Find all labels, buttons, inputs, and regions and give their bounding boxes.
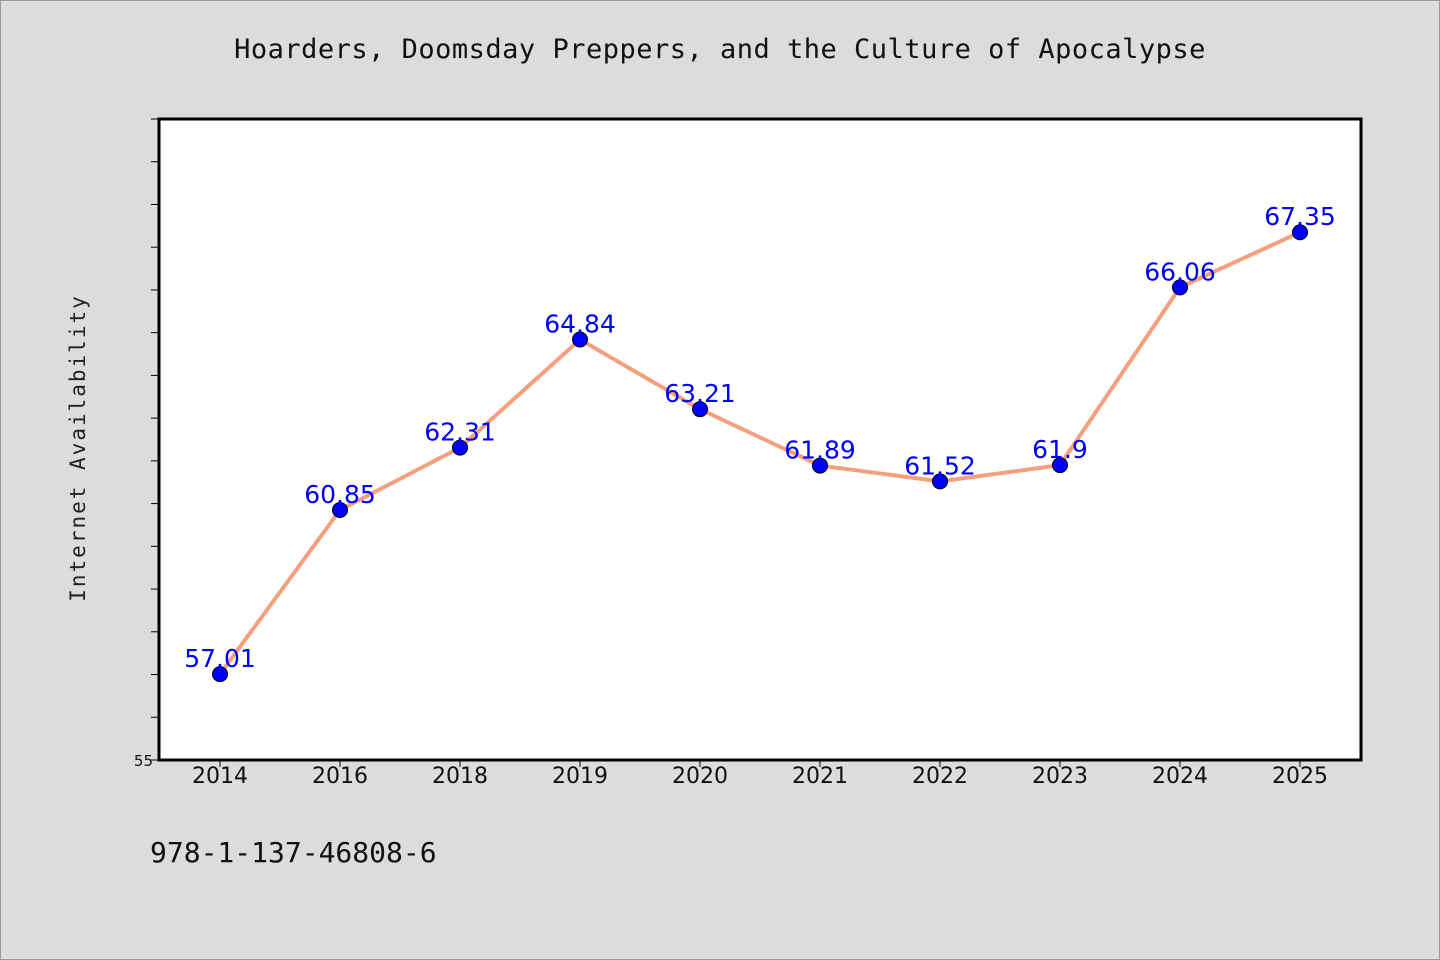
data-point [692, 401, 708, 418]
x-tick-label: 2018 [432, 764, 488, 789]
data-label: 64.84 [544, 310, 616, 339]
data-point [332, 502, 348, 519]
x-ticks: 2014 2016 2018 2019 2020 2021 2022 2023 2024 2025 [192, 760, 1328, 789]
x-tick-label: 2023 [1032, 764, 1088, 789]
x-tick-label: 2021 [792, 764, 848, 789]
data-point [1292, 224, 1308, 241]
data-point [572, 331, 588, 348]
data-label: 61.9 [1032, 435, 1088, 464]
data-points [212, 224, 1308, 683]
data-point [812, 457, 828, 474]
data-point [212, 666, 228, 683]
data-label: 62.31 [424, 418, 496, 447]
y-ticks: 55 [134, 118, 159, 770]
x-tick-label: 2014 [192, 764, 248, 789]
data-labels: 57.01 60.85 62.31 64.84 63.21 61.89 61.52 61.9 6… [184, 202, 1336, 673]
data-label: 57.01 [184, 644, 256, 673]
isbn-text: 978-1-137-46808-6 [150, 836, 437, 869]
y-tick-label: 55 [134, 752, 153, 770]
data-point [932, 473, 948, 490]
chart-title: Hoarders, Doomsday Preppers, and the Cul… [234, 34, 1206, 65]
data-label: 67.35 [1264, 202, 1336, 231]
data-label: 63.21 [664, 379, 736, 408]
x-tick-label: 2019 [552, 764, 608, 789]
data-label: 60.85 [304, 480, 376, 509]
series-line [218, 230, 1301, 676]
x-tick-label: 2020 [672, 764, 728, 789]
data-label: 61.89 [784, 436, 856, 465]
x-tick-label: 2016 [312, 764, 368, 789]
x-tick-label: 2025 [1272, 764, 1328, 789]
x-tick-label: 2022 [912, 764, 968, 789]
data-label: 66.06 [1144, 257, 1216, 286]
data-label: 61.52 [904, 451, 976, 480]
data-point [452, 439, 468, 456]
x-tick-label: 2024 [1152, 764, 1208, 789]
data-point [1172, 279, 1188, 296]
data-point [1052, 457, 1068, 474]
